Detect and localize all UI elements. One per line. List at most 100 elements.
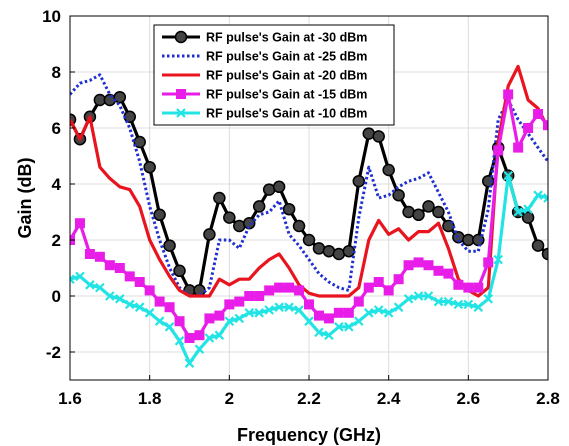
legend-label: RF pulse's Gain at -30 dBm bbox=[206, 31, 367, 45]
data-point bbox=[254, 291, 265, 301]
legend: RF pulse's Gain at -30 dBm RF pulse's Gai… bbox=[153, 24, 395, 126]
data-point bbox=[521, 211, 535, 224]
data-point bbox=[403, 294, 414, 304]
data-point bbox=[244, 291, 255, 301]
x-tick-label: 1.8 bbox=[138, 389, 162, 408]
data-point bbox=[523, 204, 533, 214]
data-point bbox=[432, 205, 445, 219]
y-axis-title: Gain (dB) bbox=[15, 158, 35, 239]
data-point bbox=[443, 268, 454, 279]
data-point bbox=[292, 219, 306, 233]
data-point bbox=[294, 305, 304, 315]
data-point bbox=[244, 308, 255, 318]
data-point bbox=[513, 207, 523, 217]
data-point bbox=[541, 247, 548, 261]
data-point bbox=[363, 282, 374, 293]
data-point bbox=[423, 291, 434, 301]
data-point bbox=[463, 299, 474, 310]
y-tick-label: -2 bbox=[46, 343, 61, 362]
data-point bbox=[363, 308, 374, 318]
data-point bbox=[224, 299, 235, 310]
data-point bbox=[204, 333, 215, 343]
legend-label: RF pulse's Gain at -10 dBm bbox=[206, 107, 367, 121]
data-point bbox=[74, 218, 85, 229]
data-point bbox=[284, 282, 295, 293]
data-point bbox=[463, 282, 474, 293]
data-point bbox=[373, 277, 384, 287]
data-point bbox=[513, 142, 524, 153]
y-tick-label: 0 bbox=[52, 287, 61, 306]
data-point bbox=[333, 307, 344, 318]
data-point bbox=[352, 174, 366, 188]
data-point bbox=[234, 296, 245, 307]
data-point bbox=[143, 160, 156, 174]
data-point bbox=[133, 135, 146, 149]
data-point bbox=[164, 302, 175, 313]
data-point bbox=[174, 336, 185, 346]
data-point bbox=[272, 180, 286, 194]
data-point bbox=[184, 358, 195, 368]
data-point bbox=[493, 254, 503, 265]
data-point bbox=[194, 330, 205, 341]
data-point bbox=[392, 188, 405, 202]
data-point bbox=[164, 322, 175, 332]
data-point bbox=[354, 316, 364, 326]
data-point bbox=[184, 333, 195, 343]
data-point bbox=[94, 251, 105, 262]
data-point bbox=[334, 322, 344, 332]
data-point bbox=[423, 260, 434, 271]
data-point bbox=[113, 90, 127, 104]
legend-marker bbox=[174, 30, 188, 44]
data-point bbox=[214, 310, 225, 321]
data-point bbox=[154, 296, 165, 307]
data-point bbox=[403, 260, 414, 271]
x-tick-label: 2.8 bbox=[536, 389, 560, 408]
data-point bbox=[483, 294, 494, 304]
data-point bbox=[75, 271, 85, 282]
data-point bbox=[234, 313, 245, 324]
legend-item: RF pulse's Gain at -10 dBm bbox=[162, 107, 367, 121]
data-point bbox=[114, 263, 125, 273]
data-point bbox=[304, 299, 314, 310]
data-point bbox=[483, 257, 494, 268]
x-tick-label: 2.6 bbox=[457, 389, 481, 408]
x-tick-label: 2.4 bbox=[377, 389, 401, 408]
data-point bbox=[304, 316, 314, 326]
data-point bbox=[503, 89, 514, 100]
data-point bbox=[503, 170, 513, 181]
data-point bbox=[194, 344, 205, 354]
data-point bbox=[294, 285, 305, 296]
data-point bbox=[373, 305, 384, 315]
data-point bbox=[443, 296, 454, 307]
data-point bbox=[372, 130, 385, 143]
x-tick-label: 1.6 bbox=[58, 389, 82, 408]
x-axis-title: Frequency (GHz) bbox=[237, 425, 381, 445]
data-point bbox=[473, 302, 484, 312]
data-point bbox=[324, 330, 334, 340]
legend-item: RF pulse's Gain at -15 dBm bbox=[162, 88, 367, 102]
data-point bbox=[264, 305, 274, 315]
legend-label: RF pulse's Gain at -15 dBm bbox=[206, 88, 367, 102]
data-point bbox=[124, 271, 135, 282]
data-point bbox=[254, 308, 264, 318]
legend-item: RF pulse's Gain at -30 dBm bbox=[162, 31, 367, 45]
data-point bbox=[204, 313, 215, 324]
x-tick-label: 2 bbox=[225, 389, 234, 408]
data-point bbox=[174, 316, 185, 327]
data-point bbox=[264, 285, 275, 296]
y-tick-label: 4 bbox=[52, 175, 62, 194]
data-point bbox=[482, 174, 495, 188]
data-point bbox=[433, 265, 444, 276]
data-point bbox=[163, 239, 176, 252]
data-point bbox=[203, 228, 216, 241]
data-point bbox=[533, 190, 543, 200]
data-point bbox=[223, 211, 236, 224]
data-point bbox=[284, 302, 294, 312]
data-point bbox=[134, 302, 145, 312]
data-point bbox=[533, 109, 544, 119]
series-layer bbox=[70, 64, 548, 368]
data-point bbox=[70, 274, 75, 284]
data-point bbox=[413, 257, 424, 268]
legend-item: RF pulse's Gain at -25 dBm bbox=[162, 50, 367, 64]
